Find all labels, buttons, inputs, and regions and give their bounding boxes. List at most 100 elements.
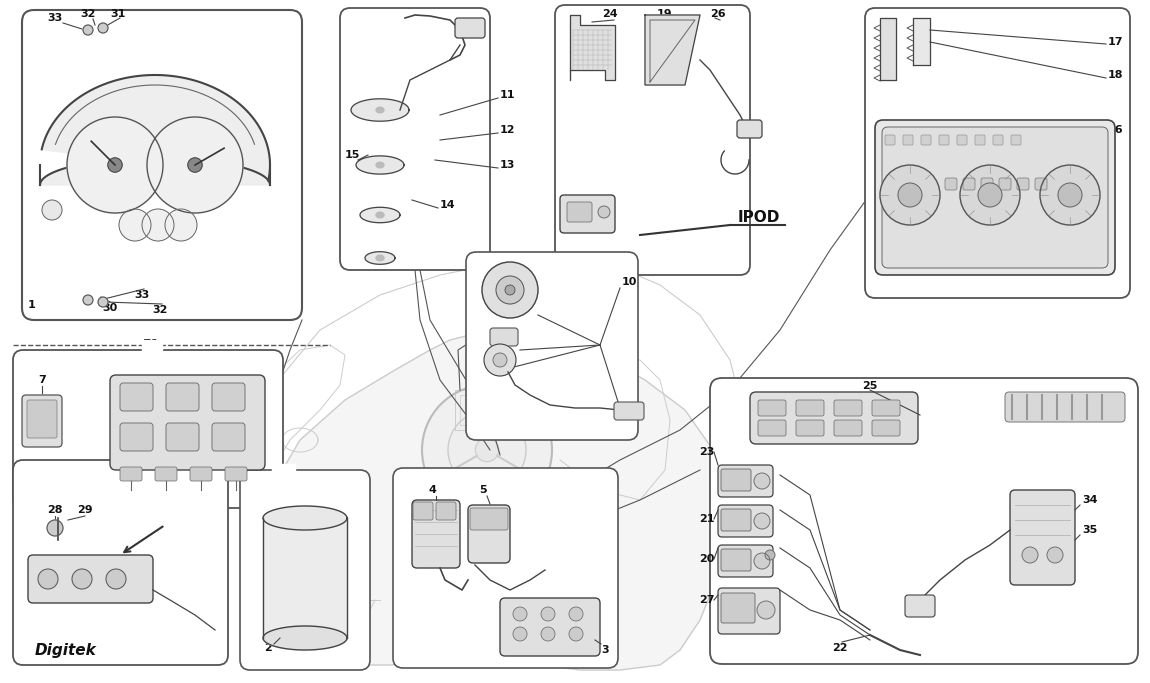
Polygon shape: [376, 212, 384, 218]
FancyBboxPatch shape: [945, 178, 957, 190]
Circle shape: [493, 353, 507, 367]
Text: 33: 33: [47, 13, 62, 23]
Circle shape: [141, 209, 174, 241]
Circle shape: [505, 285, 515, 295]
Text: 22: 22: [833, 643, 848, 653]
FancyBboxPatch shape: [466, 252, 638, 440]
FancyBboxPatch shape: [240, 470, 370, 670]
Polygon shape: [263, 626, 347, 650]
Circle shape: [898, 183, 922, 207]
FancyBboxPatch shape: [718, 505, 773, 537]
FancyBboxPatch shape: [737, 120, 762, 138]
Text: 30: 30: [102, 303, 117, 313]
Text: 7: 7: [166, 491, 174, 501]
Text: 10: 10: [622, 277, 637, 287]
Text: LA FERRARI: LA FERRARI: [485, 648, 535, 657]
Circle shape: [482, 262, 538, 318]
Circle shape: [754, 513, 770, 529]
FancyBboxPatch shape: [13, 460, 228, 665]
Circle shape: [1046, 547, 1063, 563]
Circle shape: [513, 607, 527, 621]
Circle shape: [765, 550, 775, 560]
Text: 35: 35: [1082, 525, 1097, 535]
FancyBboxPatch shape: [468, 505, 509, 563]
FancyBboxPatch shape: [225, 467, 247, 481]
FancyBboxPatch shape: [28, 555, 153, 603]
Circle shape: [83, 295, 93, 305]
Text: 12: 12: [500, 125, 515, 135]
FancyBboxPatch shape: [721, 509, 751, 531]
FancyBboxPatch shape: [567, 202, 592, 222]
FancyBboxPatch shape: [110, 375, 264, 470]
FancyBboxPatch shape: [903, 135, 913, 145]
Text: IPOD: IPOD: [738, 210, 781, 225]
Circle shape: [496, 276, 524, 304]
Polygon shape: [40, 158, 270, 185]
FancyBboxPatch shape: [560, 195, 615, 233]
Circle shape: [754, 473, 770, 489]
FancyBboxPatch shape: [166, 383, 199, 411]
FancyBboxPatch shape: [718, 545, 773, 577]
FancyBboxPatch shape: [957, 135, 967, 145]
FancyBboxPatch shape: [1035, 178, 1046, 190]
Circle shape: [43, 200, 62, 220]
Text: 32: 32: [81, 9, 95, 19]
Circle shape: [164, 209, 197, 241]
Circle shape: [422, 385, 552, 515]
Polygon shape: [41, 75, 270, 180]
FancyBboxPatch shape: [393, 468, 618, 668]
Text: 31: 31: [110, 9, 125, 19]
Text: 27: 27: [699, 595, 715, 605]
Circle shape: [448, 411, 526, 489]
FancyBboxPatch shape: [905, 595, 935, 617]
Text: 20: 20: [699, 554, 715, 564]
Text: 3: 3: [601, 645, 608, 655]
FancyBboxPatch shape: [940, 135, 949, 145]
Circle shape: [187, 158, 202, 172]
Circle shape: [147, 117, 243, 213]
Text: 34: 34: [1082, 495, 1097, 505]
Circle shape: [880, 165, 940, 225]
FancyBboxPatch shape: [212, 423, 245, 451]
Polygon shape: [645, 15, 700, 85]
FancyBboxPatch shape: [1010, 490, 1075, 585]
Circle shape: [484, 344, 516, 376]
Text: 5: 5: [480, 485, 486, 495]
Circle shape: [83, 25, 93, 35]
FancyBboxPatch shape: [26, 400, 58, 438]
FancyBboxPatch shape: [834, 420, 862, 436]
Text: 4: 4: [428, 485, 436, 495]
Polygon shape: [376, 255, 384, 261]
FancyBboxPatch shape: [555, 5, 750, 275]
FancyBboxPatch shape: [340, 8, 490, 270]
Text: 23: 23: [699, 447, 715, 457]
Circle shape: [960, 165, 1020, 225]
Polygon shape: [360, 208, 400, 223]
Text: F1: F1: [144, 339, 161, 352]
Circle shape: [38, 569, 58, 589]
FancyBboxPatch shape: [1017, 178, 1029, 190]
Circle shape: [98, 23, 108, 33]
FancyBboxPatch shape: [963, 178, 975, 190]
Text: 26: 26: [711, 9, 726, 19]
Circle shape: [67, 117, 163, 213]
Polygon shape: [880, 18, 896, 80]
Polygon shape: [263, 518, 347, 638]
FancyBboxPatch shape: [614, 402, 644, 420]
Circle shape: [1022, 547, 1038, 563]
FancyBboxPatch shape: [872, 420, 900, 436]
Text: 1: 1: [28, 300, 36, 310]
Text: 24: 24: [603, 9, 618, 19]
FancyBboxPatch shape: [886, 135, 895, 145]
Text: 18: 18: [1107, 70, 1124, 80]
Circle shape: [540, 607, 555, 621]
FancyBboxPatch shape: [865, 8, 1130, 298]
FancyBboxPatch shape: [796, 400, 825, 416]
FancyBboxPatch shape: [758, 420, 785, 436]
FancyBboxPatch shape: [721, 549, 751, 571]
Polygon shape: [570, 15, 615, 80]
FancyBboxPatch shape: [166, 423, 199, 451]
FancyBboxPatch shape: [13, 350, 283, 508]
FancyBboxPatch shape: [120, 467, 141, 481]
Polygon shape: [250, 332, 730, 670]
